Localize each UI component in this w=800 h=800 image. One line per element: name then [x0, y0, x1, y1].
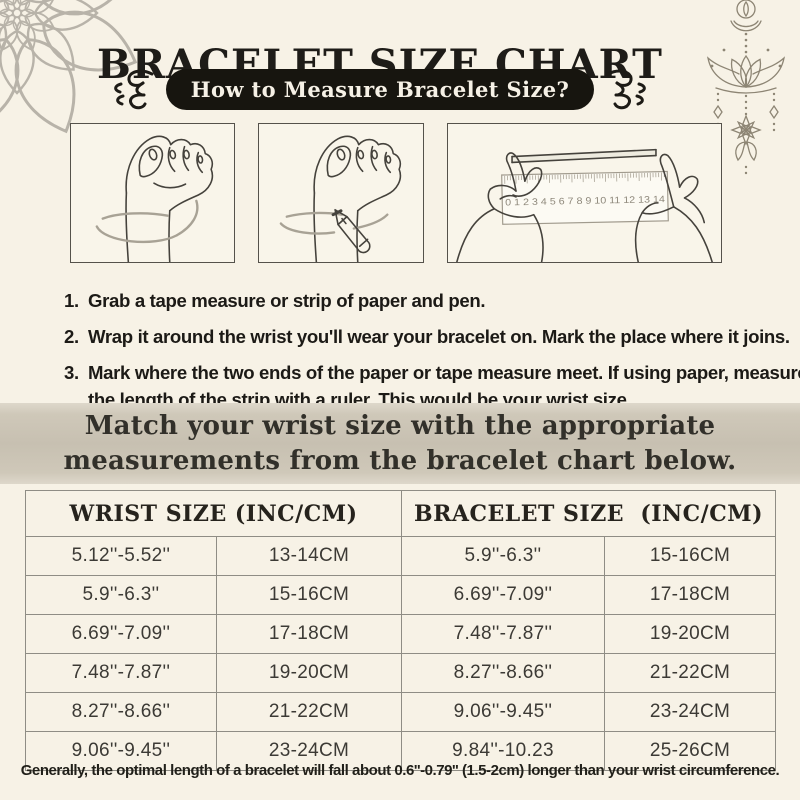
table-cell: 5.9''-6.3''	[401, 536, 605, 576]
table-cell: 7.48''-7.87''	[25, 653, 217, 693]
table-cell: 6.69''-7.09''	[25, 614, 217, 654]
table-row: 5.9''-6.3'' 15-16CM 6.69''-7.09'' 17-18CM	[25, 575, 777, 615]
table-cell: 15-16CM	[603, 536, 777, 576]
ruler-measure-illustration-icon: 0 1 2 3 4 5 6 7 8 9 10 11 12 13 14	[456, 148, 713, 262]
table-cell: 8.27''-8.66''	[25, 692, 217, 732]
table-cell: 17-18CM	[603, 575, 777, 615]
mandala-icon	[0, 0, 152, 148]
table-row: 9.06''-9.45'' 23-24CM 9.84''-10.23 25-26CM	[25, 731, 777, 771]
step-item-2: 2. Wrap it around the wrist you'll wear …	[64, 324, 800, 351]
table-cell: 17-18CM	[216, 614, 402, 654]
measure-heading-text: How to Measure Bracelet Size?	[190, 76, 570, 102]
mark-pen-illustration-icon	[279, 135, 402, 262]
table-cell: 6.69''-7.09''	[401, 575, 605, 615]
table-header-wrist-size: WRIST SIZE (INC/CM)	[25, 490, 402, 537]
table-cell: 5.9''-6.3''	[25, 575, 217, 615]
ruler-numbers: 0 1 2 3 4 5 6 7 8 9 10 11 12 13 14	[505, 194, 665, 207]
measure-heading-row: How to Measure Bracelet Size?	[0, 64, 760, 114]
table-row: 5.12''-5.52'' 13-14CM 5.9''-6.3'' 15-16CM	[25, 536, 777, 576]
table-cell: 21-22CM	[603, 653, 777, 693]
table-cell: 23-24CM	[603, 692, 777, 732]
table-cell: 9.06''-9.45''	[401, 692, 605, 732]
match-banner-text: Match your wrist size with the appropria…	[63, 411, 737, 476]
step-number: 2.	[64, 325, 79, 347]
table-cell: 19-20CM	[216, 653, 402, 693]
table-cell: 9.84''-10.23	[401, 731, 605, 771]
step-text: Grab a tape measure or strip of paper an…	[88, 290, 486, 311]
match-banner: Match your wrist size with the appropria…	[0, 403, 800, 484]
illustration-box-ruler: 0 1 2 3 4 5 6 7 8 9 10 11 12 13 14	[447, 123, 722, 263]
table-cell: 8.27''-8.66''	[401, 653, 605, 693]
squiggle-left-icon	[113, 69, 154, 110]
table-header-row: WRIST SIZE (INC/CM) BRACELET SIZE (INC/C…	[25, 490, 777, 537]
table-cell: 19-20CM	[603, 614, 777, 654]
step-number: 1.	[64, 290, 79, 311]
size-chart-table: WRIST SIZE (INC/CM) BRACELET SIZE (INC/C…	[25, 490, 777, 771]
table-cell: 25-26CM	[603, 731, 777, 771]
table-cell: 7.48''-7.87''	[401, 614, 605, 654]
lotus-ornament-icon	[707, 0, 785, 175]
table-cell: 21-22CM	[216, 692, 402, 732]
table-cell: 9.06''-9.45''	[25, 731, 217, 771]
wrap-wrist-illustration-icon	[95, 135, 214, 262]
table-header-bracelet-size: BRACELET SIZE (INC/CM)	[400, 490, 777, 537]
squiggle-right-icon	[606, 69, 647, 110]
step-item-1: 1. Grab a tape measure or strip of paper…	[64, 288, 800, 315]
illustration-box-mark-pen	[258, 123, 424, 263]
table-row: 6.69''-7.09'' 17-18CM 7.48''-7.87'' 19-20CM	[25, 614, 777, 654]
table-cell: 5.12''-5.52''	[25, 536, 217, 576]
step-text: Wrap it around the wrist you'll wear you…	[88, 325, 790, 347]
table-cell: 23-24CM	[216, 731, 402, 771]
table-row: 8.27''-8.66'' 21-22CM 9.06''-9.45'' 23-24CM	[25, 692, 777, 732]
table-cell: 15-16CM	[216, 575, 402, 615]
step-number: 3.	[64, 361, 79, 383]
table-row: 7.48''-7.87'' 19-20CM 8.27''-8.66'' 21-22CM	[25, 653, 777, 693]
table-cell: 13-14CM	[216, 536, 402, 576]
footer-note: Generally, the optimal length of a brace…	[20, 762, 780, 779]
illustration-box-wrap-wrist	[70, 123, 235, 263]
measure-heading-pill: How to Measure Bracelet Size?	[165, 68, 595, 110]
